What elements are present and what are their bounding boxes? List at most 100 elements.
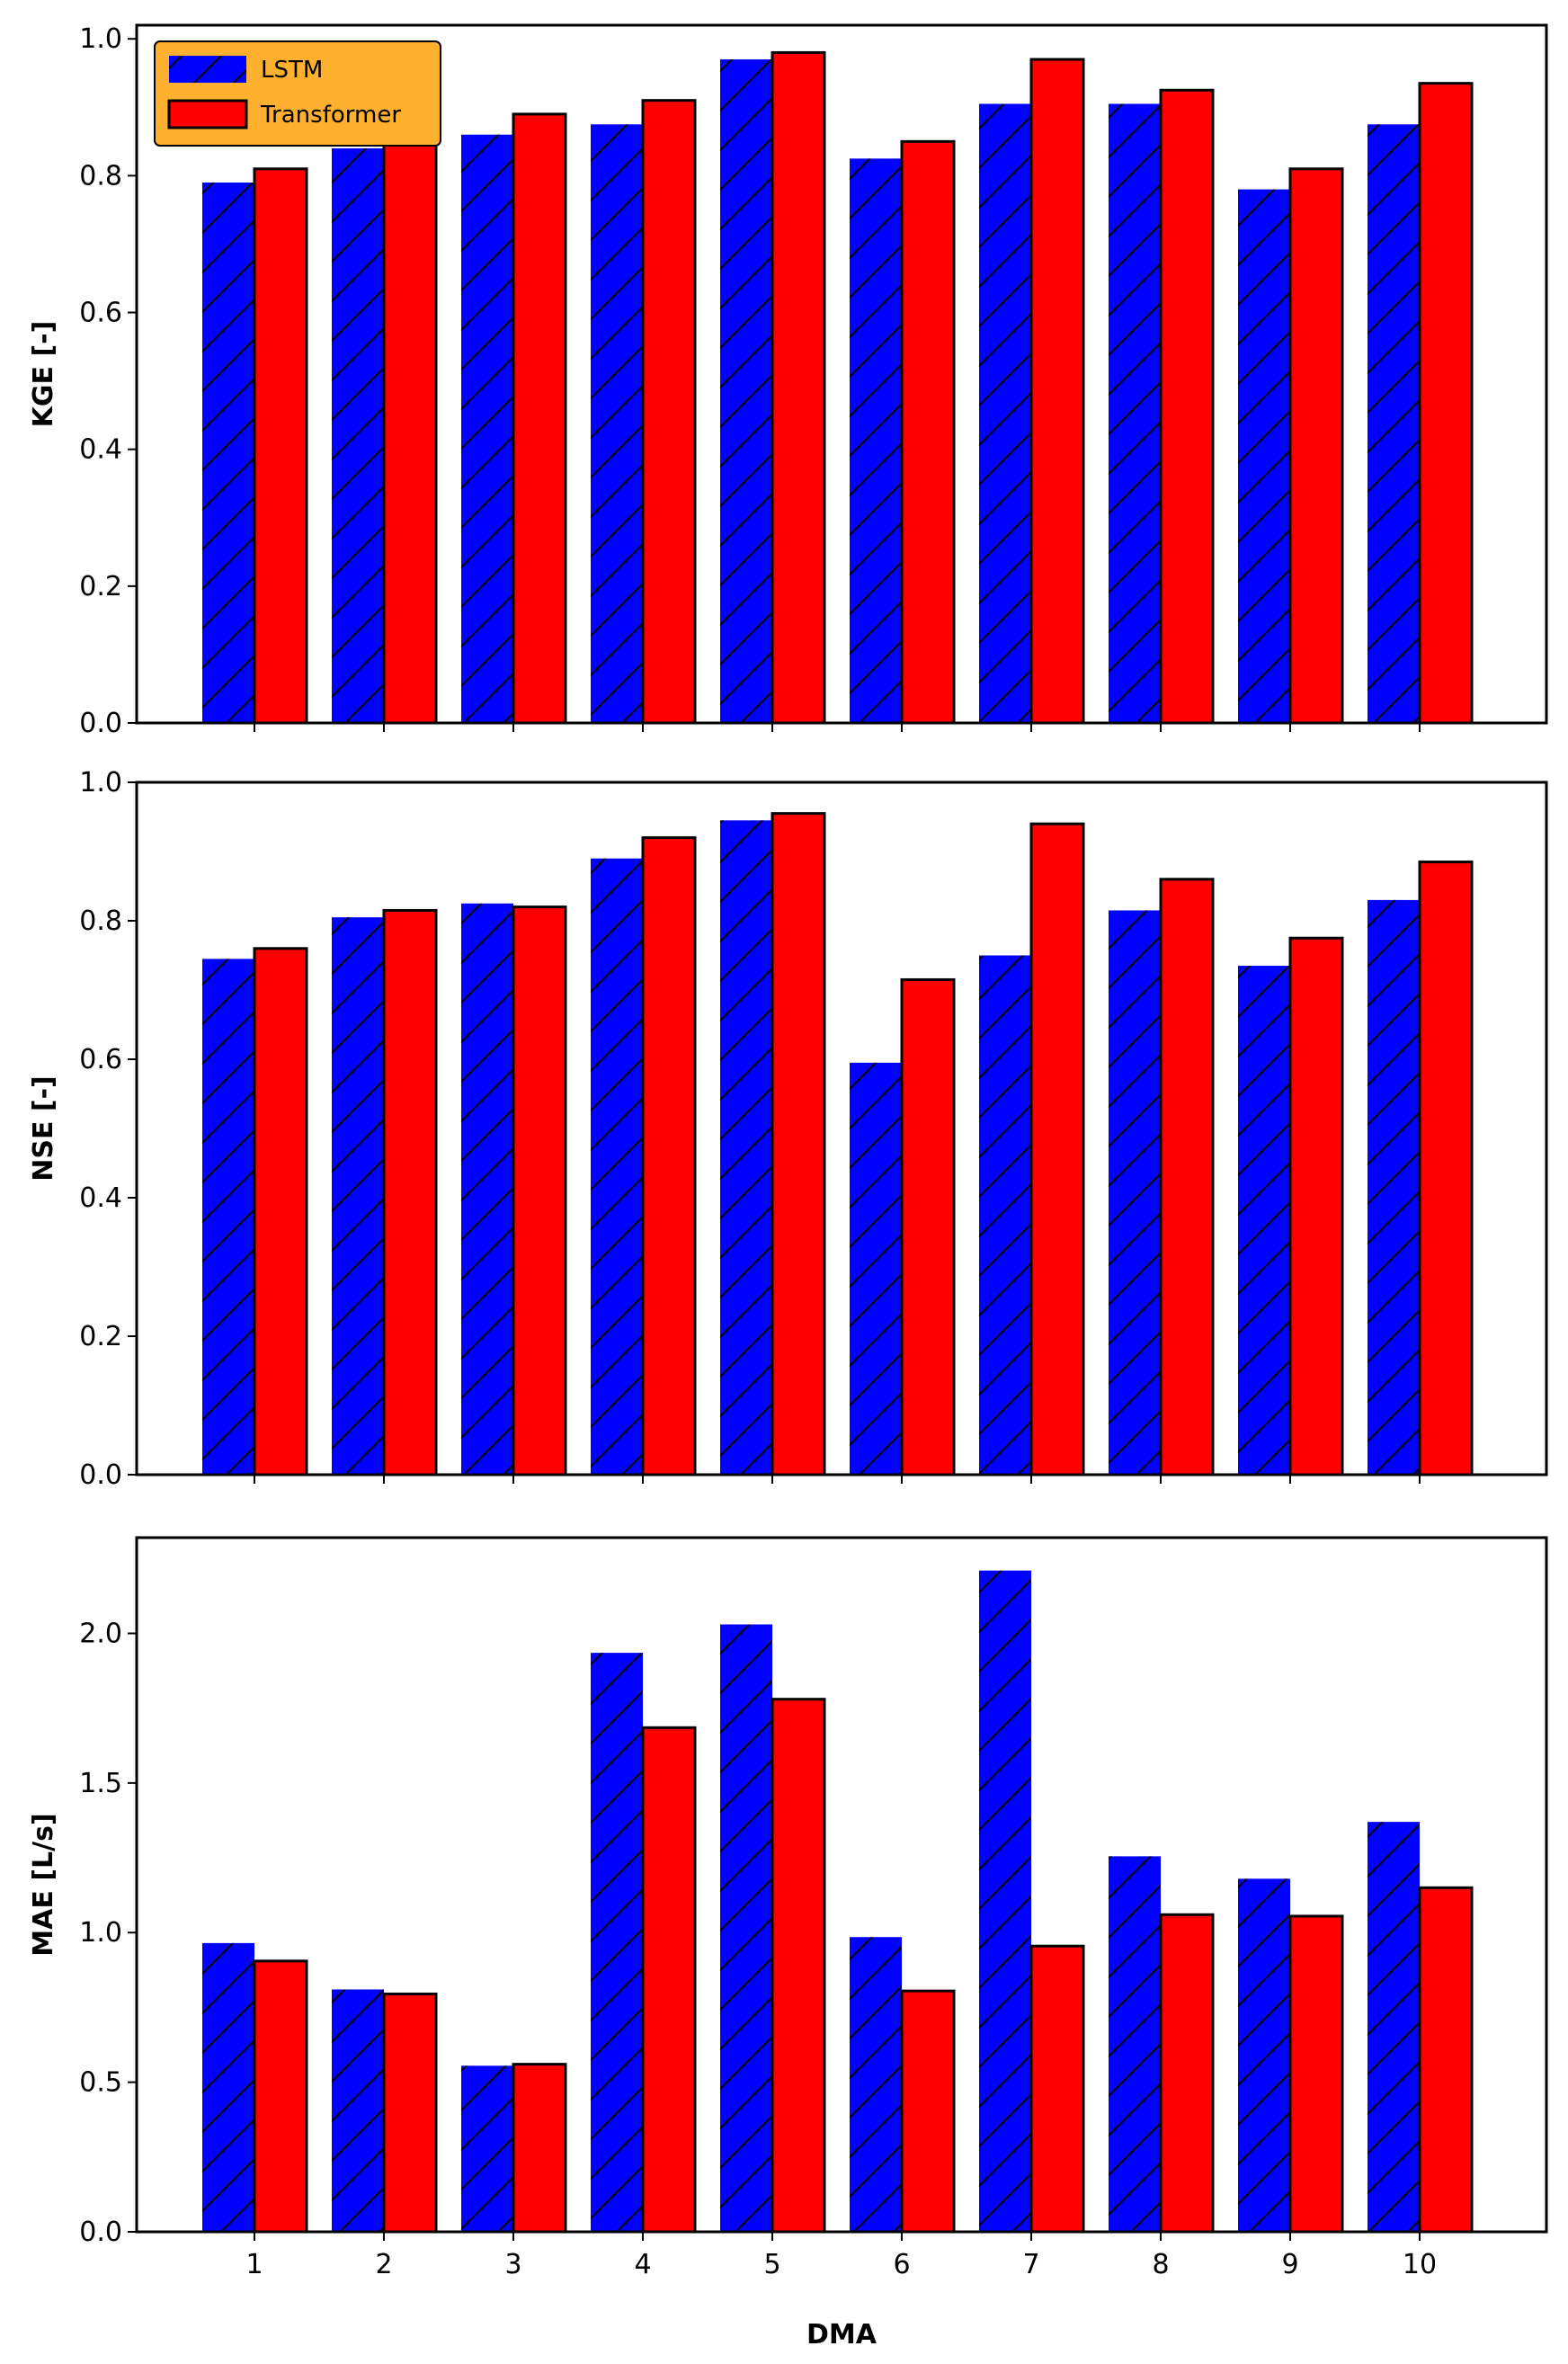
kge-y-axis-label: KGE [-] bbox=[28, 321, 59, 428]
mae-x-axis-label: DMA bbox=[806, 2319, 878, 2351]
bar-mae-transformer-5 bbox=[771, 1698, 826, 2234]
bar-kge-lstm-2-hatch bbox=[332, 147, 384, 724]
bar-mae-lstm-1-hatch bbox=[202, 1942, 254, 2232]
bar-mae-lstm-8-hatch bbox=[1109, 1856, 1161, 2232]
bar-kge-lstm-7-hatch bbox=[979, 103, 1031, 724]
bar-kge-lstm-6-hatch bbox=[850, 158, 902, 724]
bar-mae-transformer-4 bbox=[641, 1726, 697, 2234]
kge-plot-frame bbox=[135, 23, 1548, 725]
mae-x-ticks: 1 2 3 4 5 6 7 8 9 10 bbox=[245, 2232, 1437, 2280]
kge-y-tick-label: 0.2 bbox=[79, 571, 122, 602]
bar-nse-transformer-3 bbox=[512, 905, 567, 1476]
bar-mae-lstm-6-hatch bbox=[850, 1937, 902, 2232]
nse-plot-frame bbox=[135, 781, 1548, 1476]
mae-x-tick-label: 4 bbox=[634, 2249, 651, 2280]
mae-x-tick-label: 3 bbox=[504, 2249, 521, 2280]
bar-nse-lstm-6-hatch bbox=[850, 1062, 902, 1475]
bar-nse-lstm-10-hatch bbox=[1368, 899, 1420, 1475]
nse-x-ticks bbox=[254, 1475, 1421, 1484]
bar-kge-transformer-5 bbox=[771, 50, 826, 725]
bar-kge-transformer-1 bbox=[253, 167, 308, 725]
mae-y-axis-label: MAE [L/s] bbox=[28, 1813, 59, 1956]
bar-nse-lstm-3-hatch bbox=[461, 903, 513, 1475]
bar-kge-lstm-3-hatch bbox=[461, 134, 513, 724]
mae-y-tick-label: 1.5 bbox=[79, 1768, 122, 1799]
bar-mae-lstm-4-hatch bbox=[591, 1653, 643, 2232]
bar-nse-transformer-4 bbox=[641, 836, 697, 1476]
mae-x-tick-label: 10 bbox=[1403, 2249, 1437, 2280]
nse-y-tick-label: 0.2 bbox=[79, 1321, 122, 1352]
kge-y-tick-label: 1.0 bbox=[79, 23, 122, 55]
bar-nse-transformer-2 bbox=[382, 908, 438, 1476]
mae-x-tick-label: 7 bbox=[1022, 2249, 1039, 2280]
bar-kge-transformer-2 bbox=[382, 133, 438, 725]
bar-kge-transformer-8 bbox=[1159, 88, 1215, 725]
bar-mae-transformer-10 bbox=[1418, 1886, 1474, 2234]
bar-kge-transformer-10 bbox=[1418, 82, 1474, 725]
bar-mae-transformer-2 bbox=[382, 1992, 438, 2234]
kge-y-tick-label: 0.8 bbox=[79, 160, 122, 192]
legend-swatch-lstm-hatch bbox=[169, 56, 246, 83]
mae-y-tick-label: 0.0 bbox=[79, 2217, 122, 2248]
bar-mae-lstm-7-hatch bbox=[979, 1570, 1031, 2232]
mae-y-tick-label: 1.0 bbox=[79, 1917, 122, 1949]
bar-kge-lstm-5-hatch bbox=[720, 59, 772, 724]
bar-mae-transformer-1 bbox=[253, 1959, 308, 2234]
mae-bars bbox=[202, 1570, 1474, 2234]
bar-nse-lstm-7-hatch bbox=[979, 955, 1031, 1475]
bar-kge-transformer-6 bbox=[900, 139, 956, 725]
nse-bars bbox=[202, 812, 1474, 1476]
bar-nse-lstm-9-hatch bbox=[1238, 966, 1290, 1475]
bar-mae-lstm-10-hatch bbox=[1368, 1822, 1420, 2232]
bar-kge-transformer-7 bbox=[1029, 58, 1085, 725]
bar-mae-lstm-9-hatch bbox=[1238, 1878, 1290, 2232]
mae-y-tick-label: 0.5 bbox=[79, 2067, 122, 2099]
bar-mae-transformer-9 bbox=[1288, 1914, 1344, 2234]
bar-kge-lstm-4-hatch bbox=[591, 124, 643, 723]
bar-nse-transformer-8 bbox=[1159, 878, 1215, 1476]
bar-nse-lstm-5-hatch bbox=[720, 820, 772, 1475]
bar-mae-transformer-8 bbox=[1159, 1913, 1215, 2234]
mae-x-tick-label: 8 bbox=[1152, 2249, 1169, 2280]
kge-y-ticks: 0.0 0.2 0.4 0.6 0.8 1.0 bbox=[79, 23, 137, 739]
mae-x-tick-label: 9 bbox=[1281, 2249, 1298, 2280]
bar-mae-lstm-5-hatch bbox=[720, 1624, 772, 2232]
bar-kge-lstm-8-hatch bbox=[1109, 103, 1161, 724]
mae-x-tick-label: 1 bbox=[245, 2249, 263, 2280]
kge-y-tick-label: 0.6 bbox=[79, 298, 122, 329]
nse-y-tick-label: 0.6 bbox=[79, 1044, 122, 1075]
bar-kge-transformer-4 bbox=[641, 99, 697, 725]
bar-kge-transformer-3 bbox=[512, 112, 567, 725]
bar-nse-lstm-4-hatch bbox=[591, 858, 643, 1475]
bar-nse-transformer-10 bbox=[1418, 861, 1474, 1476]
bar-nse-lstm-2-hatch bbox=[332, 917, 384, 1475]
mae-panel: 0.0 0.5 1.0 1.5 2.0 1 2 3 4 5 6 7 8 9 10 MAE [L/s] DM… bbox=[28, 1536, 1548, 2351]
nse-y-ticks: 0.0 0.2 0.4 0.6 0.8 1.0 bbox=[79, 767, 137, 1491]
nse-y-tick-label: 0.4 bbox=[79, 1182, 122, 1214]
kge-panel: 0.0 0.2 0.4 0.6 0.8 1.0 KGE [-] LSTM Transfor… bbox=[28, 23, 1548, 739]
kge-x-ticks bbox=[254, 723, 1421, 732]
mae-x-tick-label: 6 bbox=[893, 2249, 910, 2280]
mae-x-tick-label: 5 bbox=[763, 2249, 780, 2280]
mae-y-tick-label: 2.0 bbox=[79, 1618, 122, 1649]
bar-nse-transformer-5 bbox=[771, 812, 826, 1476]
legend-label-lstm: LSTM bbox=[261, 57, 323, 84]
legend: LSTM Transformer bbox=[154, 40, 441, 147]
kge-y-tick-label: 0.0 bbox=[79, 708, 122, 739]
bar-nse-lstm-8-hatch bbox=[1109, 910, 1161, 1475]
nse-y-tick-label: 1.0 bbox=[79, 767, 122, 798]
nse-y-tick-label: 0.0 bbox=[79, 1459, 122, 1491]
legend-label-transformer: Transformer bbox=[260, 102, 401, 129]
bar-nse-transformer-7 bbox=[1029, 822, 1085, 1476]
bar-nse-transformer-9 bbox=[1288, 936, 1344, 1476]
bar-nse-lstm-1-hatch bbox=[202, 959, 254, 1475]
legend-swatch-transformer bbox=[167, 99, 248, 129]
nse-y-axis-label: NSE [-] bbox=[28, 1075, 59, 1182]
bar-mae-transformer-7 bbox=[1029, 1944, 1085, 2234]
bar-kge-lstm-9-hatch bbox=[1238, 189, 1290, 723]
bar-mae-lstm-3-hatch bbox=[461, 2065, 513, 2232]
mae-plot-frame bbox=[135, 1536, 1548, 2234]
bar-kge-transformer-9 bbox=[1288, 167, 1344, 725]
